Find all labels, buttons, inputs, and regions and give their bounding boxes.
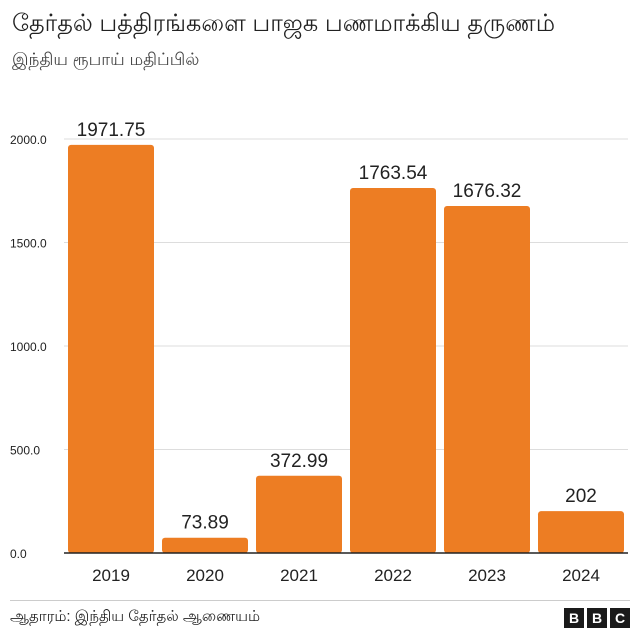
data-label: 73.89 xyxy=(181,513,229,534)
bar xyxy=(162,537,248,553)
bar xyxy=(538,511,624,553)
data-label: 372.99 xyxy=(270,451,328,472)
x-tick-label: 2022 xyxy=(374,566,412,585)
y-tick-label: 1000.0 xyxy=(10,340,47,354)
footer-divider xyxy=(10,600,630,601)
bar-chart: 0.0 500.0 1000.0 1500.0 2000.0 1971.75 2019 73.… xyxy=(10,120,628,585)
x-tick-label: 2023 xyxy=(468,566,506,585)
data-label: 1763.54 xyxy=(359,163,428,184)
chart-subtitle: இந்திய ரூபாய் மதிப்பில் xyxy=(12,50,200,69)
bbc-logo: B B C xyxy=(564,608,630,628)
data-label: 1676.32 xyxy=(453,181,522,202)
y-tick-label: 2000.0 xyxy=(10,133,47,147)
bbc-logo-letter: B xyxy=(587,608,607,628)
y-tick-label: 500.0 xyxy=(10,444,40,458)
bbc-logo-letter: C xyxy=(610,608,630,628)
y-tick-label: 1500.0 xyxy=(10,237,47,251)
bar xyxy=(444,206,530,553)
chart-title: தேர்தல் பத்திரங்களை பாஜக பணமாக்கிய தருணம… xyxy=(12,10,556,37)
bar xyxy=(256,475,342,553)
y-tick-label: 0.0 xyxy=(10,547,27,561)
bar xyxy=(350,187,436,554)
x-tick-label: 2021 xyxy=(280,566,318,585)
x-tick-label: 2020 xyxy=(186,566,224,585)
source-note: ஆதாரம்: இந்திய தேர்தல் ஆணையம் xyxy=(10,608,261,625)
x-tick-label: 2024 xyxy=(562,566,600,585)
data-label: 202 xyxy=(565,486,597,507)
data-label: 1971.75 xyxy=(77,120,146,141)
x-tick-label: 2019 xyxy=(92,566,130,585)
bbc-logo-letter: B xyxy=(564,608,584,628)
bar xyxy=(68,144,154,553)
